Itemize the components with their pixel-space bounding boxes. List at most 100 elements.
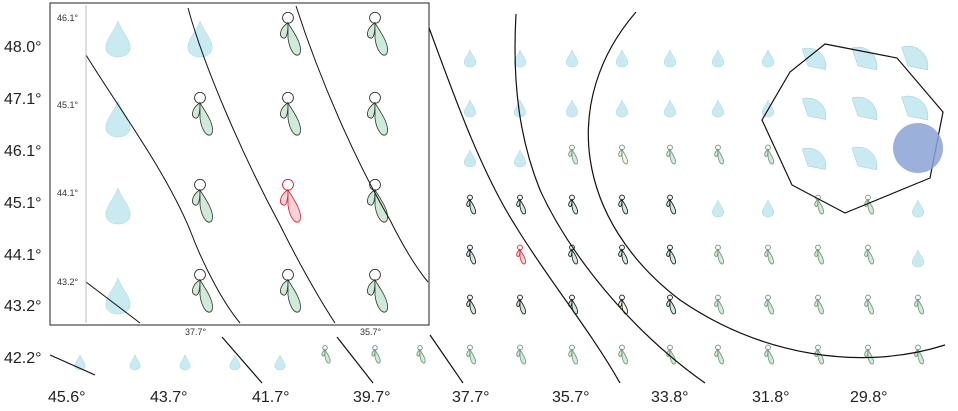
drop-glyph (105, 187, 131, 225)
drop-glyph (711, 199, 725, 218)
petal-large (717, 298, 724, 315)
petal-large (621, 248, 628, 265)
petal-large (519, 298, 526, 315)
petal-small (516, 349, 521, 357)
petal-large (621, 348, 628, 365)
drop-glyph (105, 20, 131, 58)
petal-large (717, 148, 724, 165)
petal-small (864, 249, 869, 257)
petal-small (568, 149, 573, 157)
drop-glyph (663, 99, 677, 118)
x-axis-labels: 45.6° 43.7° 41.7° 39.7° 37.7° 35.7° 33.8… (48, 389, 888, 406)
contour-line (49, 354, 96, 376)
highlight-circle (893, 123, 943, 173)
x-tick-label: 43.7° (150, 389, 188, 406)
inset-contour-line (295, 5, 429, 283)
petal-small (416, 349, 421, 357)
drop-glyph (761, 99, 775, 118)
petal-large (469, 248, 476, 265)
inset-contour-layer (85, 5, 429, 324)
petal-small (864, 299, 869, 307)
fan-glyph (851, 146, 878, 171)
contour-line (221, 336, 263, 384)
petal-small (568, 199, 573, 207)
drop-glyph (129, 354, 141, 371)
petal-small (714, 249, 719, 257)
petal-large (817, 348, 824, 365)
x-tick-label: 37.7° (452, 389, 490, 406)
inset-contour-line (187, 7, 336, 324)
petal-small (371, 349, 376, 357)
inset-glyph-layer (105, 11, 388, 315)
petal-large (571, 198, 578, 215)
petal-large (287, 188, 301, 223)
x-tick-label: 41.7° (252, 389, 290, 406)
fan-glyph (901, 45, 929, 71)
petal-small (618, 299, 623, 307)
y-tick-label: 43.2° (4, 298, 42, 315)
drop-glyph (274, 354, 286, 371)
drop-glyph (911, 249, 925, 268)
petal-small (568, 249, 573, 257)
inset-y-tick: 44.1° (57, 188, 79, 198)
drop-glyph (615, 99, 629, 118)
drop-glyph (761, 199, 775, 218)
petal-large (767, 248, 774, 265)
petal-small (814, 249, 819, 257)
drop-glyph (663, 49, 677, 68)
petal-small (618, 149, 623, 157)
petal-large (374, 101, 388, 136)
fan-glyph (801, 47, 827, 70)
petal-large (621, 148, 628, 165)
petal-large (571, 348, 578, 365)
petal-small (568, 349, 573, 357)
petal-small (914, 299, 919, 307)
y-tick-label: 48.0° (4, 39, 42, 56)
petal-small (666, 149, 671, 157)
petal-small (666, 249, 671, 257)
y-tick-label: 46.1° (4, 143, 42, 160)
petal-small (764, 249, 769, 257)
drop-glyph (911, 199, 925, 218)
petal-large (571, 148, 578, 165)
x-tick-label: 29.8° (850, 389, 888, 406)
drop-glyph (565, 49, 579, 68)
drop-glyph (229, 354, 241, 371)
petal-large (571, 248, 578, 265)
petal-small (466, 199, 471, 207)
drop-glyph (179, 354, 191, 371)
petal-large (717, 248, 724, 265)
inset-y-tick: 43.2° (57, 277, 79, 287)
petal-small (864, 349, 869, 357)
petal-large (519, 348, 526, 365)
petal-small (714, 149, 719, 157)
inset-x-tick: 37.7° (185, 327, 207, 337)
x-tick-label: 39.7° (353, 389, 391, 406)
petal-small (714, 299, 719, 307)
petal-large (717, 348, 724, 365)
petal-large (199, 188, 213, 223)
petal-small (764, 349, 769, 357)
contour-line (587, 11, 946, 359)
petal-small (516, 199, 521, 207)
petal-small (714, 349, 719, 357)
petal-large (374, 278, 388, 313)
drop-glyph (711, 99, 725, 118)
petal-large (324, 348, 331, 364)
fan-glyph (901, 95, 929, 121)
petal-large (374, 21, 388, 56)
inset-zoom-panel[interactable]: 46.1° 45.1° 44.1° 43.2° 37.7° 35.7° (49, 2, 430, 337)
contour-line (336, 336, 374, 384)
petal-large (669, 348, 676, 365)
drop-glyph (463, 149, 477, 168)
y-axis-labels: 48.0° 47.1° 46.1° 45.1° 44.1° 43.2° 42.2… (4, 39, 42, 367)
contour-layer (49, 11, 946, 384)
petal-large (621, 198, 628, 215)
fan-glyph (851, 96, 878, 121)
petal-large (469, 198, 476, 215)
petal-large (817, 248, 824, 265)
drop-glyph (463, 99, 477, 118)
petal-small (516, 249, 521, 257)
